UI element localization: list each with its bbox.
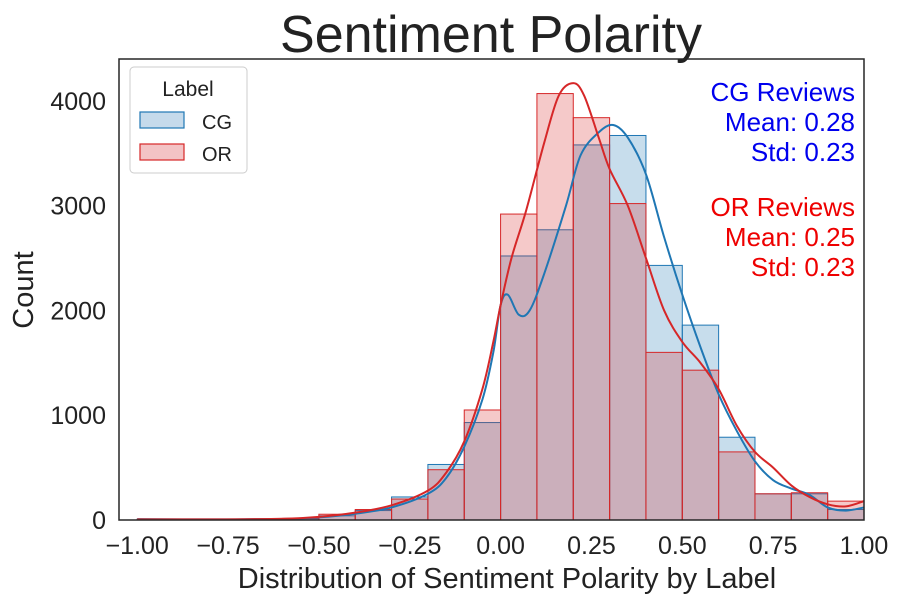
bar-or-17	[754, 493, 792, 521]
x-tick-label: −0.75	[196, 532, 259, 560]
y-tick-label: 3000	[50, 193, 106, 221]
stats-annotation-cg: CG Reviews Mean: 0.28 Std: 0.23	[711, 77, 855, 167]
x-tick-label: −1.00	[106, 532, 169, 560]
stats-annotation-or: OR Reviews Mean: 0.25 Std: 0.23	[711, 192, 855, 282]
bars-cg	[136, 134, 865, 521]
legend-label-or: OR	[202, 144, 232, 166]
chart-title: Sentiment Polarity	[280, 6, 702, 64]
x-tick-label: 0.75	[749, 532, 798, 560]
cg-annotation-std: Std: 0.23	[751, 137, 855, 167]
bar-or-10	[500, 213, 538, 521]
cg-annotation-mean: Mean: 0.28	[725, 107, 855, 137]
kde-line-or	[137, 82, 865, 521]
bar-or-15	[681, 369, 720, 521]
bar-cg-10	[500, 255, 538, 521]
bar-cg-12	[572, 144, 611, 521]
legend-swatch-cg	[139, 111, 185, 129]
x-tick-label: 0.00	[476, 532, 525, 560]
plot-frame	[118, 58, 865, 521]
legend-title: Label	[162, 78, 213, 101]
bar-cg-13	[609, 134, 647, 521]
x-tick-label: 0.50	[658, 532, 707, 560]
bar-or-13	[609, 203, 647, 521]
or-annotation-title: OR Reviews	[711, 192, 855, 222]
x-tick-label: −0.50	[287, 532, 350, 560]
legend: Label CG OR	[129, 66, 248, 174]
x-tick-label: −0.25	[378, 532, 441, 560]
bar-or-12	[572, 117, 611, 521]
x-axis-label: Distribution of Sentiment Polarity by La…	[238, 563, 776, 595]
y-tick-labels: 0 1000 2000 3000 4000	[50, 88, 106, 535]
cg-annotation-title: CG Reviews	[711, 77, 855, 107]
plot-area	[136, 82, 865, 521]
x-tick-labels: −1.00 −0.75 −0.50 −0.25 0.00 0.25 0.50 0.75 1.00	[106, 532, 889, 560]
y-tick-label: 1000	[50, 402, 106, 430]
bar-or-14	[645, 351, 683, 521]
bar-cg-9	[463, 422, 502, 521]
legend-swatch-or	[139, 143, 185, 161]
or-annotation-std: Std: 0.23	[751, 252, 855, 282]
y-tick-label: 2000	[50, 297, 106, 325]
x-tick-label: 1.00	[840, 532, 889, 560]
y-axis-label: Count	[8, 251, 40, 328]
kde-line-cg	[137, 123, 865, 521]
bar-or-11	[536, 93, 574, 521]
y-tick-label: 0	[92, 507, 106, 535]
bar-or-16	[718, 451, 756, 521]
y-tick-label: 4000	[50, 88, 106, 116]
legend-label-cg: CG	[202, 112, 232, 134]
or-annotation-mean: Mean: 0.25	[725, 222, 855, 252]
x-tick-label: 0.25	[567, 532, 616, 560]
bar-cg-15	[681, 324, 720, 521]
